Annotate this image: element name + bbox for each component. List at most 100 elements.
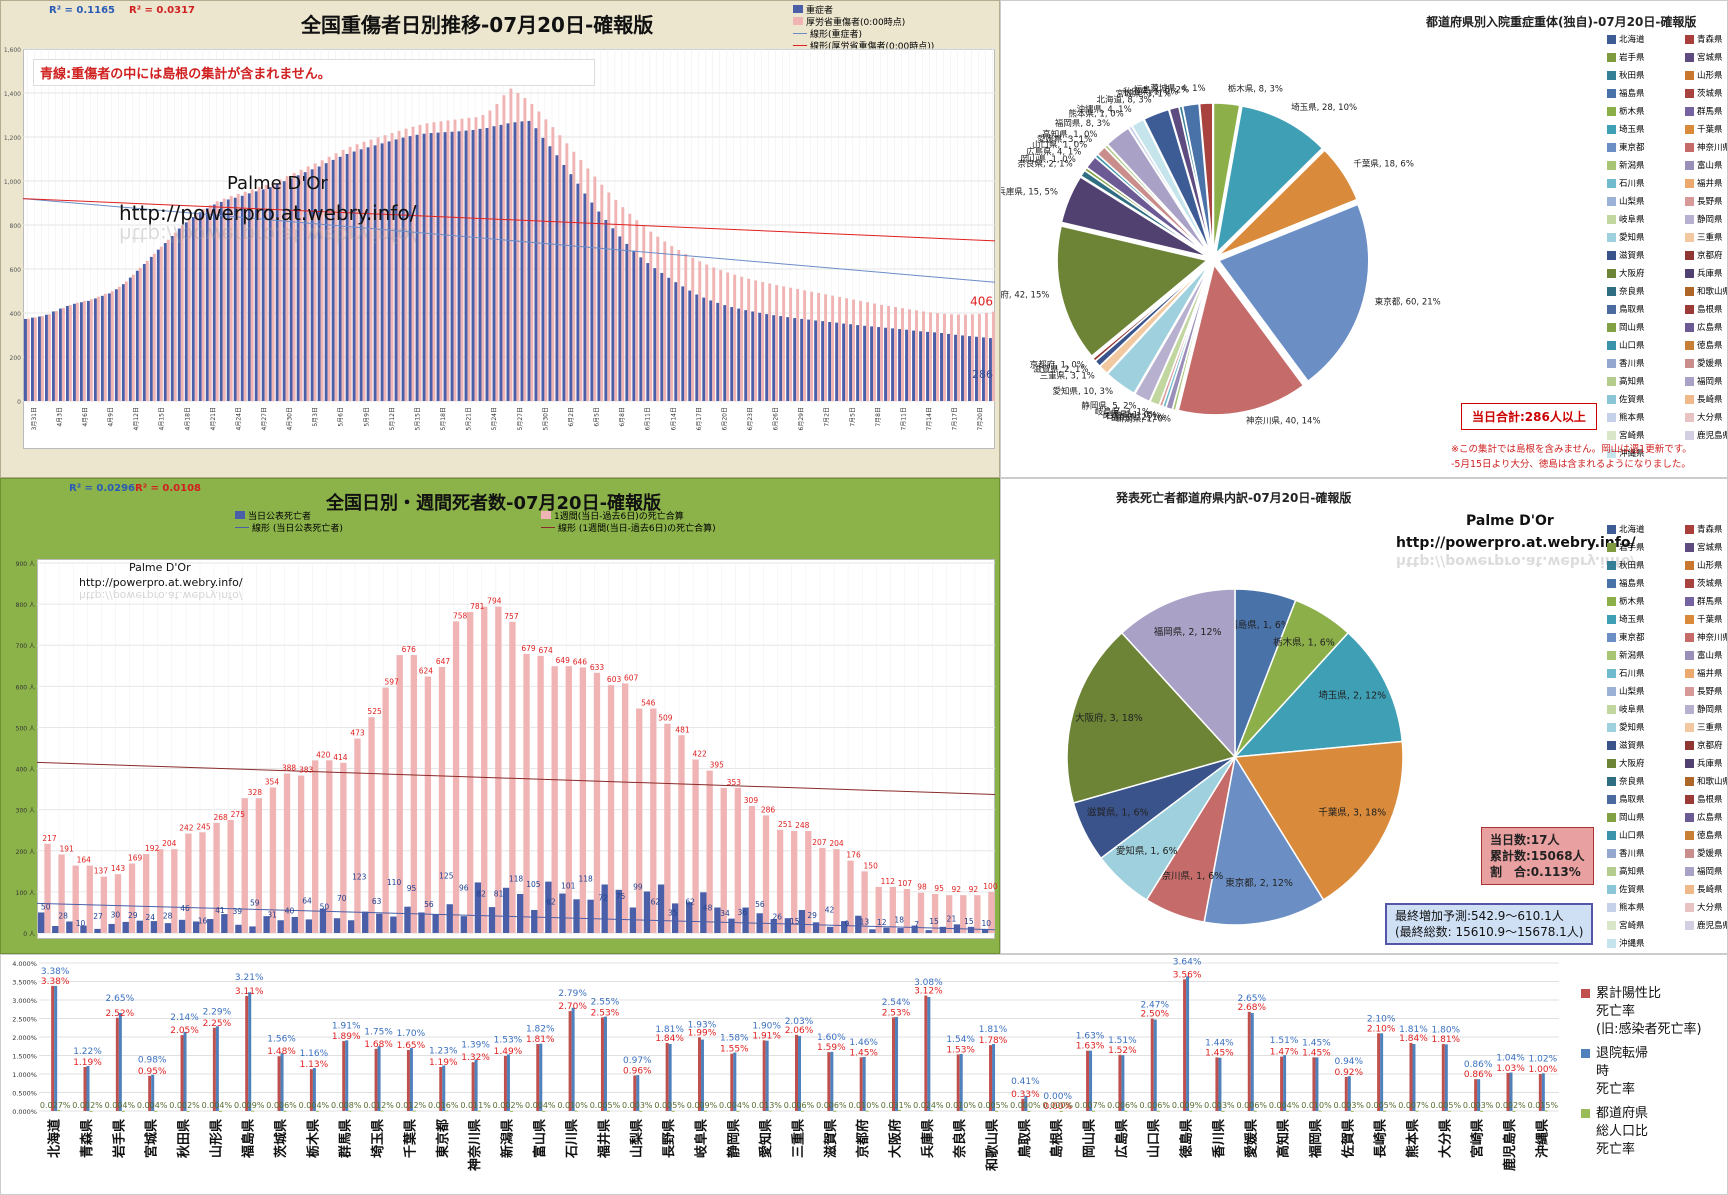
bar-positive-ratio — [374, 1048, 378, 1111]
legend-prefecture: 山形県 — [1685, 557, 1727, 573]
bar-daily — [460, 916, 467, 933]
category-label: 静岡県 — [726, 1119, 742, 1158]
bar-population-ratio — [542, 1110, 546, 1112]
bar-mhlw-severe — [789, 287, 793, 401]
weekly-value-label: 191 — [59, 844, 74, 853]
category-label: 岐阜県 — [693, 1119, 709, 1158]
x-tick-label: 6月14日 — [670, 407, 677, 430]
legend-swatch — [1607, 596, 1616, 606]
category-label: 福井県 — [596, 1119, 612, 1159]
weekly-value-label: 98 — [917, 883, 927, 892]
bar-population-ratio — [57, 1110, 61, 1112]
legend-prefecture: 徳島県 — [1685, 827, 1727, 843]
legend-prefecture: 山口県 — [1607, 827, 1679, 843]
legend-label: 長崎県 — [1697, 885, 1723, 895]
population-ratio-label: 0.008% — [331, 1101, 362, 1110]
bar-population-ratio — [1092, 1110, 1096, 1112]
weekly-value-label: 395 — [710, 761, 725, 770]
bar-severe — [723, 305, 727, 401]
legend-prefecture: 石川県 — [1607, 665, 1679, 681]
trendline — [22, 198, 996, 242]
legend-label: 鳥取県 — [1619, 305, 1645, 315]
discharge-ratio-label: 1.81% — [1399, 1025, 1428, 1035]
bar-positive-ratio — [503, 1055, 507, 1111]
discharge-ratio-label: 0.86% — [1464, 1060, 1493, 1070]
legend-label: 当日公表死亡者 — [248, 511, 312, 522]
bar-daily — [94, 928, 101, 933]
pie-slice — [1120, 588, 1236, 759]
legend-label: 宮城県 — [1697, 53, 1723, 63]
legend-label: 熊本県 — [1619, 413, 1645, 423]
bar-discharge-ratio — [992, 1044, 996, 1111]
legend-label: 北海道 — [1619, 525, 1645, 535]
weekly-value-label: 473 — [350, 729, 365, 738]
legend-swatch — [1607, 448, 1616, 458]
y-tick-label: 600 — [10, 267, 22, 274]
population-ratio-label: 0.005% — [978, 1101, 1009, 1110]
legend-line: 都道府県 — [1596, 1106, 1649, 1121]
x-tick-label: 5月18日 — [440, 407, 447, 430]
bar-mhlw-severe — [984, 313, 988, 401]
slice-label: 京都府, 1, 0% — [1030, 360, 1085, 371]
legend-line: 死亡率 — [1596, 1004, 1636, 1019]
legend-prefecture: 島根県 — [1685, 301, 1727, 317]
slice-label: 愛知県, 1, 6% — [1116, 845, 1178, 857]
population-ratio-label: 0.010% — [557, 1101, 588, 1110]
bar-discharge-ratio — [830, 1051, 834, 1111]
legend-swatch — [1685, 196, 1694, 206]
legend-prefecture: 宮城県 — [1685, 539, 1727, 555]
deaths-url: http://powerpro.at.webry.info/ — [79, 576, 243, 589]
pie-slice — [1133, 263, 1211, 403]
bar-positive-ratio — [892, 1017, 896, 1111]
positive-ratio-label: 1.84% — [1399, 1034, 1428, 1044]
legend-label: 三重県 — [1697, 233, 1723, 243]
bar-mhlw-severe — [740, 276, 744, 401]
bar-severe — [919, 331, 923, 401]
deaths-pie-panel: 発表死亡者都道府県内訳-07月20日-確報版 Palme D'Or http:/… — [1000, 478, 1728, 954]
bar-mhlw-severe — [621, 207, 625, 401]
bar-daily — [559, 893, 566, 933]
daily-value-label: 12 — [877, 918, 887, 927]
bar-mhlw-severe — [949, 314, 953, 401]
bar-severe — [128, 277, 132, 401]
bar-population-ratio — [1027, 1111, 1031, 1112]
legend-label: 富山県 — [1697, 161, 1723, 171]
category-label: 新潟県 — [499, 1119, 515, 1158]
positive-ratio-label: 1.13% — [300, 1060, 329, 1070]
bar-positive-ratio — [1247, 1011, 1251, 1111]
bar-mhlw-severe — [292, 173, 296, 401]
bar-discharge-ratio — [280, 1053, 284, 1111]
bar-weekly — [551, 666, 558, 933]
bar-weekly — [847, 860, 854, 933]
x-tick-label: 7月5日 — [849, 407, 856, 427]
category-label: 埼玉県 — [370, 1119, 386, 1158]
bar-weekly — [255, 798, 263, 933]
legend-prefecture: 熊本県 — [1607, 409, 1679, 425]
legend-swatch — [1685, 884, 1694, 894]
bar-discharge-ratio — [1477, 1079, 1481, 1111]
legend-prefecture: 広島県 — [1685, 319, 1727, 335]
bar-weekly — [678, 735, 685, 933]
weekly-value-label: 597 — [385, 678, 400, 687]
bar-population-ratio — [1512, 1110, 1516, 1112]
legend-label: 山梨県 — [1619, 197, 1645, 207]
legend-prefecture: 栃木県 — [1607, 593, 1679, 609]
daily-value-label: 62 — [546, 898, 556, 907]
pie-slice — [1217, 149, 1359, 257]
bar-mhlw-severe — [145, 260, 149, 401]
discharge-ratio-label: 0.00% — [1043, 1092, 1072, 1102]
bar-mhlw-severe — [712, 267, 716, 401]
bar-mhlw-severe — [152, 253, 156, 401]
population-ratio-label: 0.004% — [202, 1101, 233, 1110]
legend-label: 福岡県 — [1697, 867, 1723, 877]
bar-weekly — [988, 891, 995, 933]
slice-label: 北海道, 8, 3% — [1097, 95, 1152, 106]
legend-swatch — [1685, 848, 1694, 858]
pie-slice — [1066, 631, 1237, 804]
bar-weekly — [692, 759, 699, 933]
bar-daily — [432, 914, 439, 933]
legend-prefecture: 秋田県 — [1607, 557, 1679, 573]
bar-mhlw-severe — [537, 111, 541, 401]
legend-label: 滋賀県 — [1619, 741, 1645, 751]
bar-weekly — [917, 892, 925, 933]
